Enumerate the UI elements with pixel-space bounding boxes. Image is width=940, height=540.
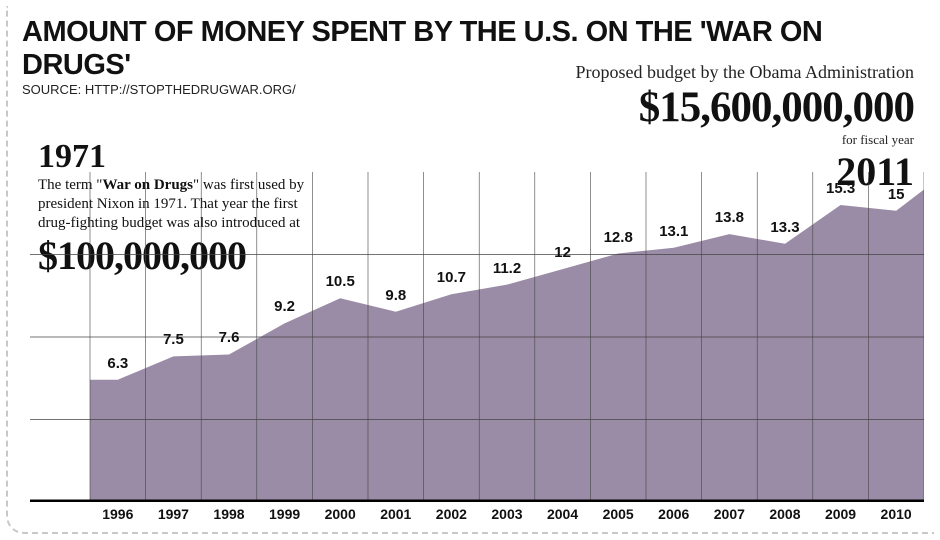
value-label: 12.8 xyxy=(604,229,633,246)
x-tick-label: 2008 xyxy=(757,506,813,524)
x-tick-label: 2009 xyxy=(813,506,869,524)
x-tick-label: 2007 xyxy=(702,506,758,524)
x-tick-label: 1996 xyxy=(90,506,146,524)
x-tick-label: 1997 xyxy=(146,506,202,524)
x-tick-label: 2004 xyxy=(535,506,591,524)
proposed-label: Proposed budget by the Obama Administrat… xyxy=(576,62,914,83)
x-tick-label: 1999 xyxy=(257,506,313,524)
fiscal-year-label: for fiscal year xyxy=(576,132,914,148)
x-tick-label: 2006 xyxy=(646,506,702,524)
value-label: 12 xyxy=(554,244,571,261)
value-label: 10.5 xyxy=(326,273,355,290)
x-tick-label: 2002 xyxy=(424,506,480,524)
value-label: 13.3 xyxy=(770,219,799,236)
value-label: 7.6 xyxy=(219,329,240,346)
x-tick-label: 1998 xyxy=(201,506,257,524)
proposed-amount: $15,600,000,000 xyxy=(576,83,914,132)
value-label: 7.5 xyxy=(163,331,184,348)
value-label: 13.1 xyxy=(659,223,688,240)
value-label: 15.3 xyxy=(826,180,855,197)
value-label: 9.2 xyxy=(274,298,295,315)
value-label: 15 xyxy=(888,186,905,203)
area-chart: 6.3 7.5 7.6 9.2 10.5 9.8 10.7 11.2 12 12.8 13.1 13.… xyxy=(30,172,924,502)
x-axis-labels: 1996199719981999200020012002200320042005… xyxy=(30,506,924,524)
x-tick-label: 2010 xyxy=(868,506,924,524)
x-tick-label: 2001 xyxy=(368,506,424,524)
x-tick-label: 2005 xyxy=(590,506,646,524)
x-tick-label: 2000 xyxy=(312,506,368,524)
value-label: 9.8 xyxy=(385,287,406,304)
x-tick-label: 2003 xyxy=(479,506,535,524)
value-label: 6.3 xyxy=(107,355,128,372)
value-label: 11.2 xyxy=(493,260,521,277)
value-label: 10.7 xyxy=(437,269,466,286)
origin-year: 1971 xyxy=(38,138,304,176)
value-label: 13.8 xyxy=(715,209,744,226)
